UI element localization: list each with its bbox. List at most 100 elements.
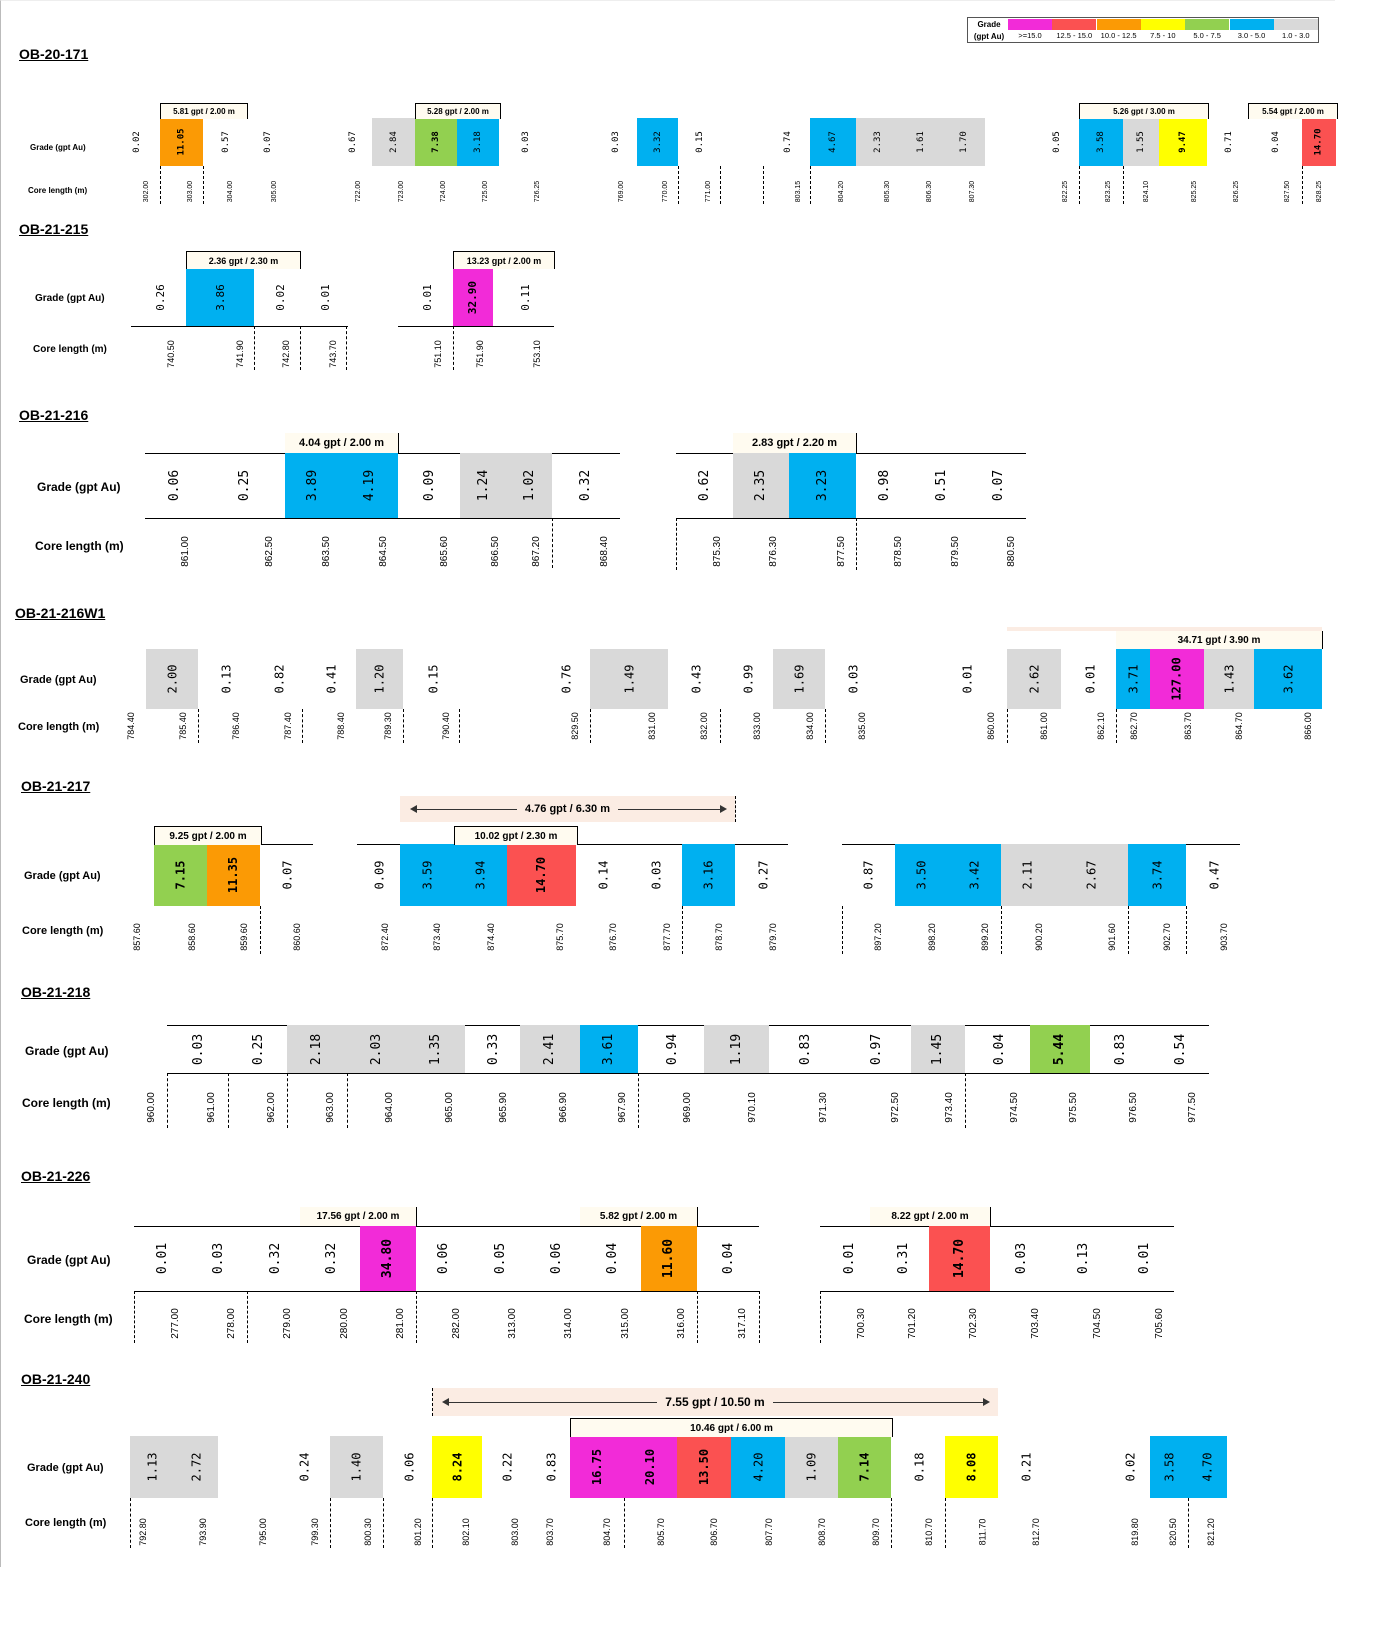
intercept-summary-box: 5.82 gpt / 2.00 m [580,1207,698,1226]
depth-divider-dashed [130,1498,131,1548]
grade-value: 14.70 [951,1238,967,1279]
core-depth-value: 872.40 [380,923,390,952]
core-depth-value: 770.00 [662,180,670,203]
core-depth-tick: 789.30 [381,710,395,743]
core-depth-value: 834.00 [805,712,815,741]
grade-value: 3.61 [601,1033,617,1065]
core-depth-tick: 873.40 [430,912,444,954]
core-depth-tick: 304.00 [224,172,238,204]
grade-value: 0.07 [991,469,1007,502]
core-depth-tick: 808.70 [815,1505,829,1549]
assay-grade-cell: 0.02 [270,268,290,326]
core-depth-value: 281.00 [394,1308,406,1339]
depth-divider-dashed [624,1498,625,1548]
core-depth-tick: 803.00 [508,1505,522,1549]
composite-interval-band [1007,627,1322,631]
assay-grade-cell: 1.43 [1204,649,1254,709]
core-depth-tick: 805.30 [881,172,895,204]
core-depth-tick: 967.90 [615,1078,629,1126]
assay-grade-cell: 0.03 [646,844,666,906]
core-length-row-label: Core length (m) [22,925,104,937]
assay-grade-cell: 11.35 [207,844,260,906]
core-depth-tick: 785.40 [176,710,190,743]
core-depth-tick: 901.60 [1105,912,1119,954]
grade-value: 0.83 [798,1033,814,1065]
assay-grade-cell: 0.09 [415,453,445,518]
grade-value: 0.09 [422,469,438,502]
core-depth-tick: 860.00 [984,710,998,743]
assay-grade-cell: 0.21 [1016,1436,1036,1498]
intercept-summary-box: 4.04 gpt / 2.00 m [285,433,399,453]
depth-divider-dashed [759,1291,760,1343]
core-depth-value: 860.60 [292,923,302,952]
core-depth-value: 975.50 [1067,1092,1079,1123]
core-depth-value: 302.00 [143,180,151,203]
core-depth-value: 879.70 [768,923,778,952]
assay-grade-cell: 0.03 [606,118,626,166]
depth-divider-dashed [678,166,679,204]
core-depth-tick: 824.10 [1140,172,1154,204]
core-depth-value: 700.30 [855,1308,867,1339]
core-depth-tick: 866.00 [1301,710,1315,743]
core-depth-value: 784.40 [126,712,136,741]
grade-value: 3.16 [701,860,716,890]
core-depth-value: 280.00 [338,1308,350,1339]
core-depth-value: 305.00 [271,180,279,203]
grade-value: 0.41 [324,664,338,694]
core-depth-tick: 962.00 [264,1078,278,1126]
grade-value: 4.19 [362,469,377,502]
assay-grade-cell: 2.03 [347,1025,407,1073]
core-depth-tick: 281.00 [393,1298,407,1342]
depth-divider-dashed [416,1291,417,1343]
grade-value: 0.03 [191,1033,207,1065]
assay-grade-cell: 3.61 [580,1025,638,1073]
core-depth-value: 808.70 [817,1518,827,1547]
core-depth-tick: 834.00 [803,710,817,743]
assay-grade-cell: 0.03 [843,649,863,709]
assay-grade-cell: 0.02 [128,118,146,166]
depth-divider-dashed [459,709,460,743]
core-depth-value: 799.30 [310,1518,320,1547]
core-depth-value: 313.00 [506,1308,518,1339]
core-depth-value: 279.00 [281,1308,293,1339]
grade-value: 0.67 [348,131,358,153]
core-depth-value: 786.40 [231,712,241,741]
assay-grade-cell: 0.11 [515,268,535,326]
grade-value: 0.15 [426,664,440,694]
core-depth-value: 826.25 [1233,180,1241,203]
grade-value: 11.35 [226,856,241,894]
legend-swatch [1140,19,1185,30]
grade-value: 2.11 [1020,860,1035,890]
grade-value: 3.32 [652,131,663,153]
core-depth-tick: 867.20 [529,528,543,570]
core-depth-value: 314.00 [562,1308,574,1339]
grade-value: 3.18 [473,131,483,153]
assay-grade-cell: 0.02 [1120,1436,1140,1498]
grade-value: 0.76 [559,664,573,694]
core-depth-tick: 792.80 [136,1505,150,1549]
core-depth-tick: 804.70 [600,1505,614,1549]
core-depth-tick: 805.70 [654,1505,668,1549]
grade-value: 3.86 [213,283,227,311]
core-depth-value: 864.50 [377,536,389,567]
core-depth-value: 897.20 [873,923,883,952]
core-depth-tick: 863.50 [319,528,333,570]
core-depth-tick: 835.00 [855,710,869,743]
core-depth-tick: 313.00 [505,1298,519,1342]
legend-range-label: 3.0 - 5.0 [1237,31,1266,40]
core-depth-value: 821.20 [1206,1518,1216,1547]
core-depth-value: 809.70 [871,1518,881,1547]
depth-divider-dashed [638,1073,639,1128]
core-depth-tick: 723.00 [395,172,409,204]
assay-grade-cell: 2.11 [1001,844,1054,906]
assay-grade-cell: 0.51 [927,453,957,518]
grade-value: 11.05 [176,128,187,156]
grade-value: 20.10 [643,1448,658,1486]
assay-grade-cell: 3.71 [1116,649,1150,709]
grade-value: 0.32 [268,1242,284,1275]
core-depth-value: 880.50 [1005,536,1017,567]
grade-value: 3.23 [815,469,830,502]
core-depth-value: 723.00 [398,180,406,203]
core-depth-value: 701.20 [906,1308,918,1339]
grade-value: 2.84 [388,131,399,153]
